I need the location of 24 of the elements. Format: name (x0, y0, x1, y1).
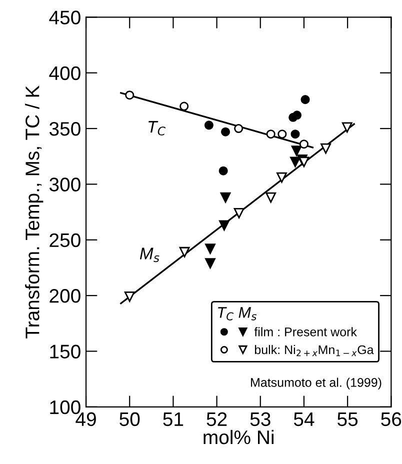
x-axis-title: mol% Ni (204, 430, 274, 444)
y-axis-title: Transform. Temp., Ms, TC / K (25, 85, 44, 338)
x-tick-label: 52 (206, 412, 227, 426)
y-tick-label: 200 (50, 289, 80, 303)
y-tick-label: 450 (49, 10, 80, 24)
x-tick-label: 53 (250, 412, 270, 426)
x-tick-label: 49 (76, 412, 96, 426)
annotation: Matsumoto et al. (1999) (251, 378, 382, 390)
legend-title: T$_{C}$ M$_{s}$ (218, 307, 256, 320)
y-tick-label: 150 (50, 344, 80, 358)
annotation: M$_{s}$ (140, 248, 160, 262)
legend-label: bulk: Ni$_{2+x}$Mn$_{1−x}$Ga (254, 344, 374, 356)
y-tick-label: 400 (49, 66, 80, 80)
x-tick-label: 50 (120, 412, 140, 426)
annotation: T$_{C}$ (148, 121, 166, 136)
y-tick-label: 100 (50, 400, 80, 414)
x-tick-label: 56 (381, 412, 402, 426)
x-tick-label: 51 (163, 412, 184, 426)
y-tick-label: 250 (50, 233, 80, 248)
legend-label: film : Present work (254, 327, 357, 336)
y-tick-label: 300 (49, 178, 80, 192)
x-tick-label: 54 (294, 412, 314, 426)
x-tick-label: 55 (338, 412, 358, 426)
y-tick-label: 350 (49, 122, 80, 136)
